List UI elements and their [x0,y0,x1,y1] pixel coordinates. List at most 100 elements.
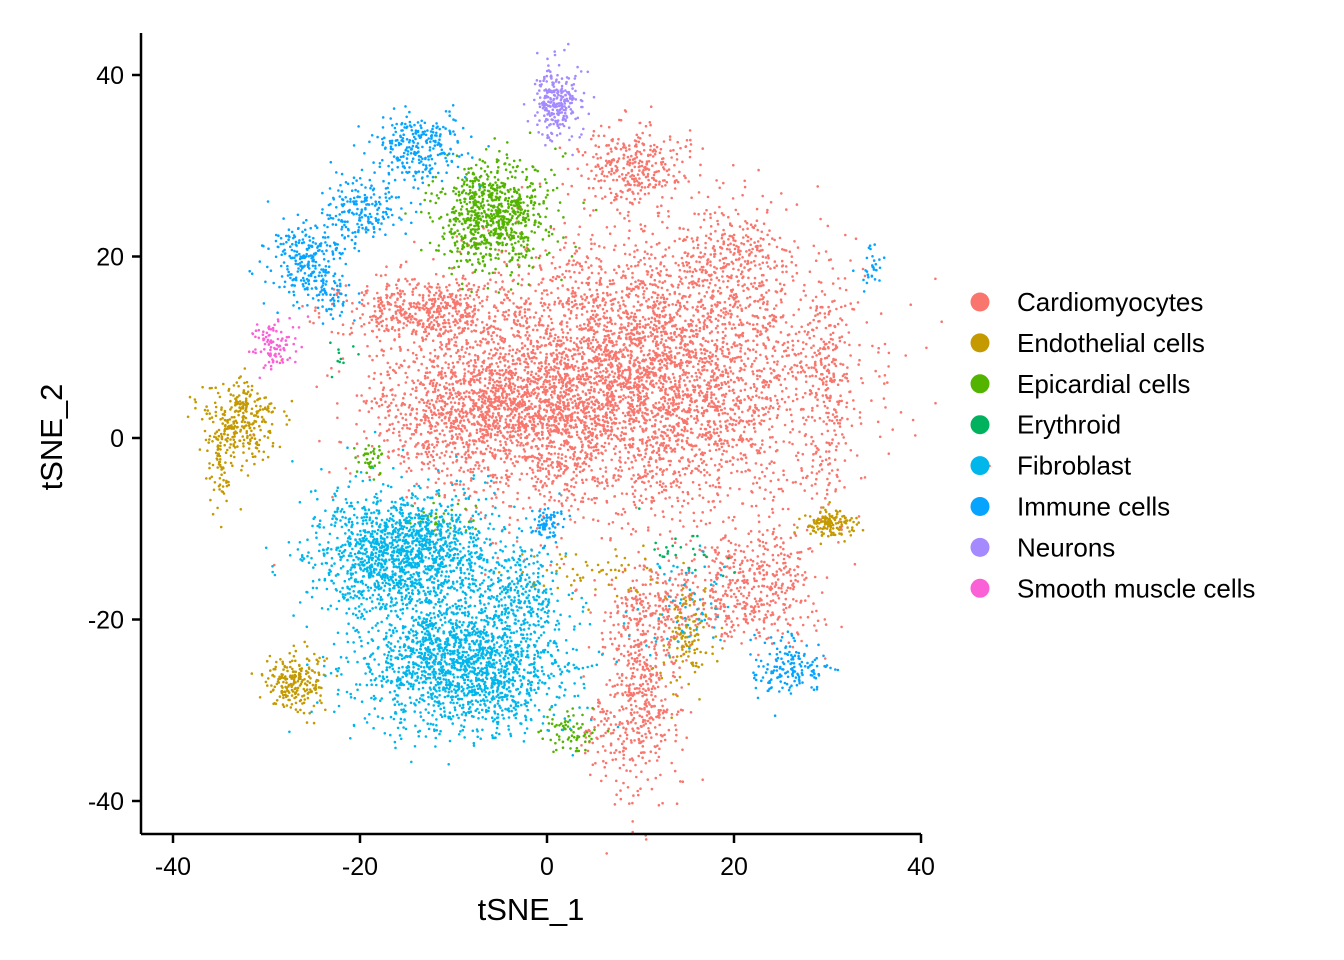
legend-label: Cardiomyocytes [1017,287,1203,317]
scatter-point [522,42,596,157]
x-tick-label: 40 [907,853,935,881]
legend-swatch [970,292,990,312]
scatter-points-layer [186,42,991,855]
cluster-point-group [186,358,294,480]
scatter-point [471,540,574,658]
scatter-point [301,260,551,362]
legend-swatch [970,497,990,516]
y-axis-ticks: -40 -20 0 20 40 [88,62,141,816]
series-endothelial-cells [186,358,865,725]
x-tick-label: -40 [155,853,191,881]
legend-item: Cardiomyocytes [970,287,1203,317]
cluster-point-group [749,630,840,717]
y-tick-label: 0 [110,425,124,453]
cluster-point-group [582,565,705,855]
cluster-point-group [252,147,991,608]
cluster-point-group [522,42,596,157]
scatter-point [636,544,730,657]
cluster-point-group [205,432,243,529]
scatter-point [404,131,598,294]
legend-item: Immune cells [970,492,1170,522]
legend-item: Erythroid [970,410,1121,440]
legend-item: Epicardial cells [970,369,1190,399]
cluster-point-group [247,315,310,380]
legend: Cardiomyocytes Endothelial cells Epicardia… [970,287,1255,603]
scatter-point [357,103,490,200]
y-tick-label: -20 [88,607,124,635]
cluster-point-group [318,144,422,251]
legend-label: Epicardial cells [1017,369,1190,399]
scatter-point [250,640,339,725]
scatter-point [264,430,561,660]
scatter-point [663,500,857,660]
legend-swatch [970,578,990,598]
cluster-point-group [357,103,490,200]
series-fibroblast [264,430,730,766]
scatter-point [247,315,310,380]
scatter-point [749,630,840,717]
cluster-point-group [636,544,730,657]
y-tick-label: -40 [88,788,124,816]
series-cardiomyocytes [252,105,991,855]
scatter-point [520,507,572,550]
cluster-point-group [651,587,724,719]
legend-label: Smooth muscle cells [1017,573,1255,603]
series-smooth-muscle-cells [247,315,310,380]
legend-swatch [970,374,990,394]
y-axis-title: tSNE_2 [34,384,69,491]
scatter-point [252,147,991,608]
scatter-point [651,587,724,719]
scatter-point [799,258,852,531]
cluster-point-group [799,258,852,531]
scatter-point [582,565,705,855]
cluster-point-group [580,693,626,783]
cluster-point-group [308,281,684,520]
series-immune-cells [248,103,886,717]
scatter-point [353,444,384,481]
cluster-point-group [292,264,361,325]
scatter-point [308,281,684,520]
x-axis-ticks: -40 -20 0 20 40 [155,834,935,881]
scatter-point [580,693,626,783]
legend-swatch [970,456,990,476]
cluster-point-group [537,706,610,754]
cluster-point-group [520,507,572,550]
scatter-point [574,550,729,677]
cluster-point-group [851,243,886,293]
cluster-point-group [248,200,361,314]
legend-label: Fibroblast [1017,451,1132,481]
scatter-point [793,500,865,546]
cluster-point-group [471,540,574,658]
scatter-point [318,144,422,251]
legend-swatch [970,415,990,435]
scatter-point [205,432,243,529]
series-neurons [522,42,596,157]
cluster-point-group [353,444,384,481]
legend-label: Endothelial cells [1017,328,1205,358]
legend-label: Immune cells [1017,492,1170,522]
cluster-point-group [793,500,865,546]
cluster-point-group [574,550,729,677]
legend-swatch [970,333,990,353]
scatter-point [634,179,823,328]
cluster-point-group [638,507,736,578]
scatter-point [292,264,361,325]
legend-swatch [970,537,990,557]
scatter-point [537,706,610,754]
legend-label: Neurons [1017,532,1115,562]
legend-item: Neurons [970,532,1115,562]
x-tick-label: -20 [342,853,378,881]
cluster-point-group [329,341,360,379]
y-tick-label: 40 [96,62,124,90]
cluster-point-group [558,105,735,217]
x-tick-label: 0 [540,853,554,881]
legend-item: Fibroblast [970,451,1132,481]
x-axis-title: tSNE_1 [478,892,585,927]
legend-label: Erythroid [1017,410,1121,440]
scatter-point [851,243,886,293]
cluster-point-group [663,500,857,660]
cluster-point-group [634,179,823,328]
cluster-point-group [301,260,551,362]
scatter-point [329,341,360,379]
